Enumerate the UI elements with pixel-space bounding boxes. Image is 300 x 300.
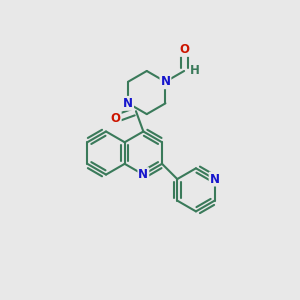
Text: H: H — [190, 64, 200, 77]
Text: N: N — [123, 97, 133, 110]
Text: N: N — [160, 75, 170, 88]
Text: O: O — [111, 112, 121, 125]
Text: N: N — [210, 172, 220, 186]
Text: O: O — [179, 43, 189, 56]
Text: N: N — [138, 168, 148, 181]
